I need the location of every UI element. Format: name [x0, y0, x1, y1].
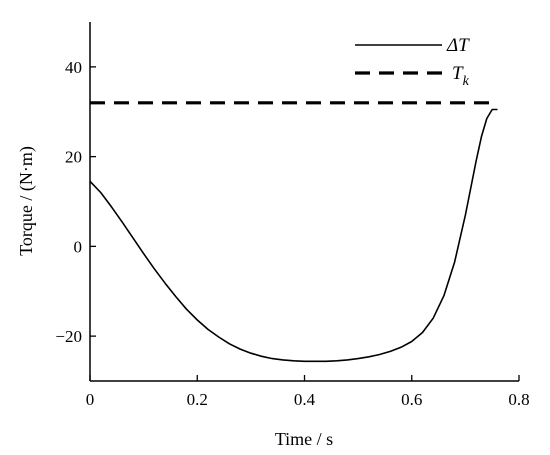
legend-label-tk-sub: k [463, 74, 470, 89]
x-tick-label: 0.2 [187, 390, 208, 409]
x-axis-label: Time / s [275, 429, 333, 449]
legend-label-tk-main: T [452, 63, 464, 84]
y-tick-label: 20 [65, 148, 82, 167]
y-ticks: −20 0 20 40 [55, 58, 96, 346]
series-layer [89, 101, 498, 363]
y-tick-label: 0 [74, 237, 83, 256]
y-tick-label: 40 [65, 58, 82, 77]
x-tick-label: 0.4 [294, 390, 316, 409]
legend-label-delta-t: ΔT [446, 35, 470, 56]
legend-label-tk: Tk [452, 63, 470, 89]
x-tick-label: 0 [86, 390, 95, 409]
y-axis-label: Torque / (N·m) [16, 146, 37, 256]
x-tick-label: 0.8 [508, 390, 529, 409]
x-ticks: 0 0.2 0.4 0.6 0.8 [86, 375, 530, 409]
y-tick-label: −20 [55, 327, 82, 346]
x-tick-label: 0.6 [401, 390, 422, 409]
legend: ΔT Tk [355, 35, 470, 89]
series-delta-t-line [89, 108, 498, 363]
